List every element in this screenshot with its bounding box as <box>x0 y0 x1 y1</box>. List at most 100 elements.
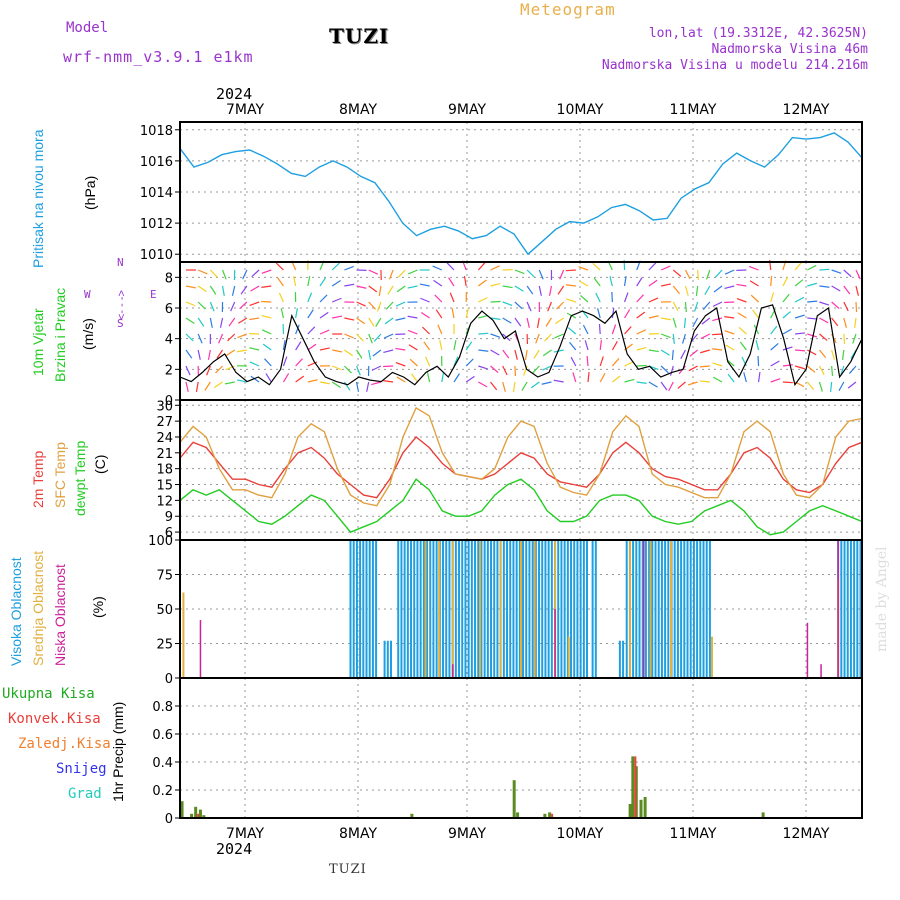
wind-arrow <box>648 279 658 287</box>
wind-arrow <box>648 381 658 388</box>
wind-arrow <box>611 308 615 319</box>
wind-arrow <box>332 315 343 319</box>
wind-arrow <box>794 261 802 271</box>
y-tick-label: 1018 <box>140 124 173 139</box>
wind-arrow <box>307 292 313 303</box>
wind-arrow <box>378 285 382 296</box>
wind-arrow <box>693 301 699 312</box>
wind-arrow <box>535 333 540 344</box>
wind-arrow <box>593 277 601 287</box>
wind-arrow <box>782 346 793 351</box>
wind-arrow <box>185 317 195 324</box>
wind-arrow <box>465 375 475 383</box>
y-tick-label: 27 <box>156 415 173 430</box>
wind-arrow <box>463 276 467 287</box>
wind-arrow <box>831 301 840 310</box>
wind-arrow <box>209 285 217 295</box>
wind-arrow <box>553 349 564 353</box>
wind-arrow <box>636 346 647 351</box>
wind-arrow <box>806 349 817 356</box>
wind-arrow <box>355 381 360 392</box>
wind-arrow <box>439 340 443 351</box>
wind-arrow <box>526 285 534 295</box>
wind-arrow <box>819 268 830 271</box>
y-tick-label: 6 <box>165 302 173 317</box>
wind-arrow <box>599 372 606 383</box>
wind-arrow <box>807 282 818 287</box>
wind-arrow <box>209 269 218 278</box>
y-tick-label: 1012 <box>140 217 173 232</box>
wind-arrow <box>478 297 488 303</box>
wind-arrow <box>727 373 735 383</box>
panel-frame-precip <box>179 677 863 819</box>
wind-arrow <box>478 279 487 287</box>
total-precip-bar <box>543 813 547 818</box>
total-precip-bar <box>512 780 516 818</box>
wind-arrow <box>524 349 528 360</box>
wind-arrow <box>407 285 418 289</box>
total-precip-bar <box>761 812 765 818</box>
wind-arrow <box>548 285 553 296</box>
wind-arrow <box>770 325 778 335</box>
wind-arrow <box>843 333 846 345</box>
wind-arrow <box>228 317 236 327</box>
day-label-bottom: 8MAY <box>339 826 377 842</box>
wind-arrow <box>249 301 260 306</box>
wind-arrow <box>794 365 805 370</box>
wind-arrow <box>611 358 620 367</box>
wind-arrow <box>395 347 406 351</box>
wind-arrow <box>514 301 523 310</box>
wind-arrow <box>770 342 779 351</box>
wind-arrow <box>829 381 833 393</box>
wind-arrow <box>373 333 382 342</box>
y-tick-label: 15 <box>156 479 173 494</box>
wind-arrow <box>855 285 860 296</box>
wind-arrow <box>396 285 406 293</box>
wind-arrow <box>526 317 530 328</box>
wind-arrow <box>502 365 508 376</box>
wind-arrow <box>738 326 747 335</box>
wind-arrow <box>624 378 635 383</box>
wind-arrow <box>420 312 430 319</box>
day-label-bottom: 7MAY <box>226 826 264 842</box>
wind-arrow <box>807 300 818 303</box>
wind-arrow <box>478 349 489 352</box>
total-precip-bar <box>198 809 202 818</box>
wind-arrow <box>598 323 601 335</box>
wind-arrow <box>843 269 852 278</box>
wind-arrow <box>831 285 841 292</box>
wind-arrow <box>185 365 191 376</box>
wind-arrow <box>818 381 823 392</box>
wind-arrow <box>368 301 376 310</box>
wind-arrow <box>648 349 659 353</box>
wind-arrow <box>782 364 793 367</box>
wind-arrow <box>448 277 455 287</box>
wind-arrow <box>855 301 858 313</box>
wind-arrow <box>819 301 830 306</box>
wind-arrow <box>838 381 845 392</box>
total-precip-bar <box>628 804 632 818</box>
total-precip-bar <box>548 812 552 818</box>
wind-arrow <box>739 341 747 351</box>
wind-arrow <box>782 328 792 335</box>
wind-arrow <box>572 372 577 383</box>
wind-arrow <box>478 314 489 319</box>
total-precip-bar <box>643 797 647 818</box>
wind-arrow <box>307 379 318 383</box>
wind-arrow <box>701 317 711 325</box>
wind-arrow <box>453 340 457 351</box>
y-tick-label: 0.2 <box>152 784 173 799</box>
y-tick-label: 0.8 <box>152 700 173 715</box>
wind-arrow <box>757 372 761 383</box>
wind-arrow <box>261 314 272 319</box>
wind-arrow <box>282 356 288 367</box>
total-precip-bar <box>190 813 194 818</box>
wind-arrow <box>672 285 681 295</box>
wind-arrow <box>699 380 710 383</box>
y-tick-label: 24 <box>156 431 173 446</box>
wind-arrow <box>565 269 576 272</box>
wind-arrow <box>368 317 375 327</box>
total-precip-bar <box>194 806 198 818</box>
wind-arrow <box>307 276 311 287</box>
